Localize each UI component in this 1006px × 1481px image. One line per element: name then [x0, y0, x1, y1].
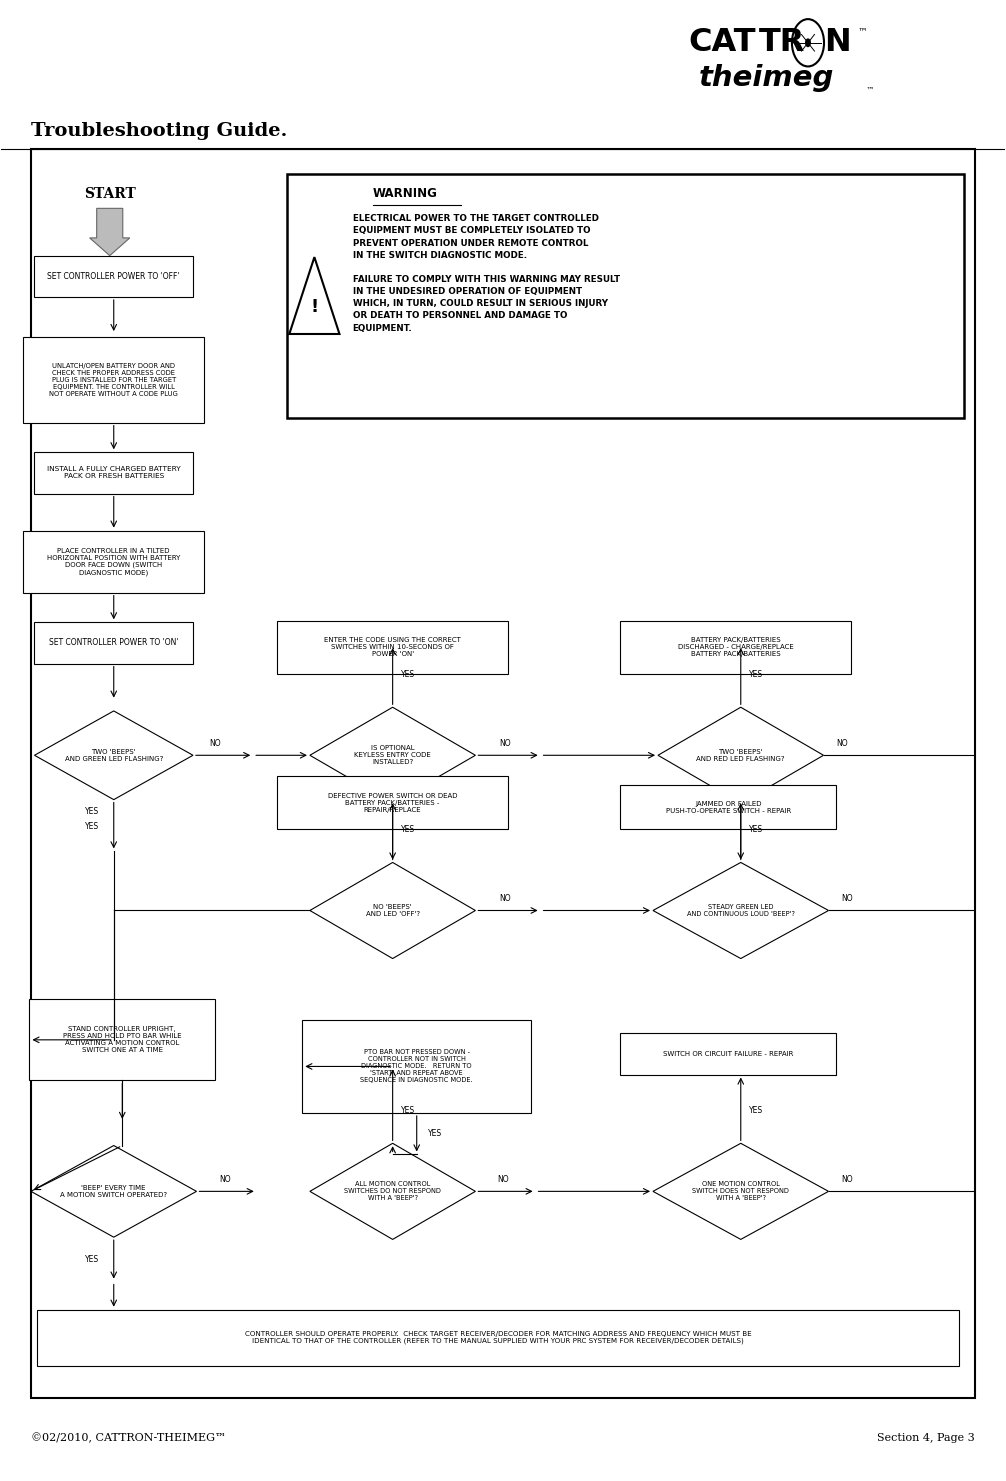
Text: PLACE CONTROLLER IN A TILTED
HORIZONTAL POSITION WITH BATTERY
DOOR FACE DOWN (SW: PLACE CONTROLLER IN A TILTED HORIZONTAL …	[47, 548, 180, 576]
FancyBboxPatch shape	[621, 1034, 836, 1075]
Polygon shape	[658, 708, 824, 803]
Text: START: START	[83, 187, 136, 200]
Text: NO: NO	[836, 739, 847, 748]
Polygon shape	[653, 1143, 829, 1240]
FancyBboxPatch shape	[278, 776, 508, 829]
Text: ONE MOTION CONTROL
SWITCH DOES NOT RESPOND
WITH A 'BEEP'?: ONE MOTION CONTROL SWITCH DOES NOT RESPO…	[692, 1182, 789, 1201]
Text: !: !	[310, 298, 319, 317]
Polygon shape	[310, 708, 476, 803]
Text: DEFECTIVE POWER SWITCH OR DEAD
BATTERY PACK/BATTERIES -
REPAIR/REPLACE: DEFECTIVE POWER SWITCH OR DEAD BATTERY P…	[328, 792, 458, 813]
Polygon shape	[310, 862, 476, 958]
Text: ™: ™	[866, 86, 874, 95]
Text: TWO 'BEEPS'
AND RED LED FLASHING?: TWO 'BEEPS' AND RED LED FLASHING?	[696, 749, 785, 761]
Text: SET CONTROLLER POWER TO 'ON': SET CONTROLLER POWER TO 'ON'	[49, 638, 178, 647]
Text: IS OPTIONAL
KEYLESS ENTRY CODE
INSTALLED?: IS OPTIONAL KEYLESS ENTRY CODE INSTALLED…	[354, 745, 431, 766]
Polygon shape	[31, 1145, 196, 1237]
Text: YES: YES	[85, 822, 99, 831]
Text: YES: YES	[400, 825, 414, 834]
FancyBboxPatch shape	[34, 256, 193, 298]
FancyBboxPatch shape	[34, 452, 193, 493]
Text: STAND CONTROLLER UPRIGHT,
PRESS AND HOLD PTO BAR WHILE
ACTIVATING A MOTION CONTR: STAND CONTROLLER UPRIGHT, PRESS AND HOLD…	[63, 1026, 182, 1053]
Text: NO: NO	[841, 895, 852, 903]
Text: NO: NO	[498, 1174, 509, 1183]
FancyBboxPatch shape	[621, 785, 836, 829]
Text: INSTALL A FULLY CHARGED BATTERY
PACK OR FRESH BATTERIES: INSTALL A FULLY CHARGED BATTERY PACK OR …	[47, 467, 181, 480]
Text: Troubleshooting Guide.: Troubleshooting Guide.	[31, 123, 288, 141]
Text: STEADY GREEN LED
AND CONTINUOUS LOUD 'BEEP'?: STEADY GREEN LED AND CONTINUOUS LOUD 'BE…	[687, 903, 795, 917]
Polygon shape	[653, 862, 829, 958]
Text: YES: YES	[748, 825, 763, 834]
FancyBboxPatch shape	[303, 1020, 531, 1114]
Text: ©02/2010, CATTRON-THEIMEG™: ©02/2010, CATTRON-THEIMEG™	[31, 1434, 226, 1444]
Text: NO: NO	[500, 739, 511, 748]
Text: ELECTRICAL POWER TO THE TARGET CONTROLLED
EQUIPMENT MUST BE COMPLETELY ISOLATED : ELECTRICAL POWER TO THE TARGET CONTROLLE…	[352, 215, 620, 333]
Text: YES: YES	[400, 671, 414, 680]
Text: NO: NO	[500, 895, 511, 903]
Text: YES: YES	[748, 671, 763, 680]
Text: ALL MOTION CONTROL
SWITCHES DO NOT RESPOND
WITH A 'BEEP'?: ALL MOTION CONTROL SWITCHES DO NOT RESPO…	[344, 1182, 441, 1201]
Text: NO: NO	[218, 1174, 230, 1183]
Text: YES: YES	[85, 1254, 99, 1263]
Text: YES: YES	[428, 1129, 442, 1139]
Polygon shape	[290, 258, 339, 335]
FancyBboxPatch shape	[23, 530, 204, 592]
Text: JAMMED OR FAILED
PUSH-TO-OPERATE SWITCH - REPAIR: JAMMED OR FAILED PUSH-TO-OPERATE SWITCH …	[666, 801, 791, 813]
Text: WARNING: WARNING	[372, 187, 438, 200]
Text: theimeg: theimeg	[698, 64, 834, 92]
Text: PTO BAR NOT PRESSED DOWN -
CONTROLLER NOT IN SWITCH
DIAGNOSTIC MODE.   RETURN TO: PTO BAR NOT PRESSED DOWN - CONTROLLER NO…	[360, 1050, 473, 1084]
Text: N: N	[824, 27, 851, 58]
Text: UNLATCH/OPEN BATTERY DOOR AND
CHECK THE PROPER ADDRESS CODE
PLUG IS INSTALLED FO: UNLATCH/OPEN BATTERY DOOR AND CHECK THE …	[49, 363, 178, 397]
FancyBboxPatch shape	[278, 621, 508, 674]
FancyBboxPatch shape	[23, 338, 204, 422]
Text: Section 4, Page 3: Section 4, Page 3	[877, 1434, 975, 1442]
Text: NO: NO	[209, 739, 221, 748]
FancyBboxPatch shape	[29, 1000, 215, 1081]
Text: YES: YES	[400, 1106, 414, 1115]
Text: TWO 'BEEPS'
AND GREEN LED FLASHING?: TWO 'BEEPS' AND GREEN LED FLASHING?	[64, 749, 163, 761]
FancyBboxPatch shape	[621, 621, 851, 674]
Circle shape	[805, 39, 811, 47]
Text: ENTER THE CODE USING THE CORRECT
SWITCHES WITHIN 10-SECONDS OF
POWER 'ON': ENTER THE CODE USING THE CORRECT SWITCHE…	[324, 637, 461, 658]
Polygon shape	[34, 711, 193, 800]
Text: NO 'BEEPS'
AND LED 'OFF'?: NO 'BEEPS' AND LED 'OFF'?	[365, 903, 420, 917]
Text: BATTERY PACK/BATTERIES
DISCHARGED - CHARGE/REPLACE
BATTERY PACK/BATTERIES: BATTERY PACK/BATTERIES DISCHARGED - CHAR…	[678, 637, 794, 658]
Text: SET CONTROLLER POWER TO 'OFF': SET CONTROLLER POWER TO 'OFF'	[47, 273, 180, 281]
FancyBboxPatch shape	[36, 1309, 960, 1365]
FancyArrow shape	[90, 209, 130, 256]
FancyBboxPatch shape	[34, 622, 193, 663]
FancyBboxPatch shape	[31, 150, 975, 1398]
Text: TR: TR	[759, 27, 805, 58]
Text: SWITCH OR CIRCUIT FAILURE - REPAIR: SWITCH OR CIRCUIT FAILURE - REPAIR	[663, 1052, 794, 1057]
FancyBboxPatch shape	[288, 175, 965, 418]
Text: YES: YES	[85, 807, 99, 816]
Polygon shape	[310, 1143, 476, 1240]
Text: CONTROLLER SHOULD OPERATE PROPERLY.  CHECK TARGET RECEIVER/DECODER FOR MATCHING : CONTROLLER SHOULD OPERATE PROPERLY. CHEC…	[244, 1331, 751, 1345]
Text: ™: ™	[857, 27, 867, 36]
Text: YES: YES	[748, 1106, 763, 1115]
Text: 'BEEP' EVERY TIME
A MOTION SWITCH OPERATED?: 'BEEP' EVERY TIME A MOTION SWITCH OPERAT…	[60, 1185, 167, 1198]
Text: NO: NO	[841, 1174, 852, 1183]
Text: CAT: CAT	[688, 27, 757, 58]
